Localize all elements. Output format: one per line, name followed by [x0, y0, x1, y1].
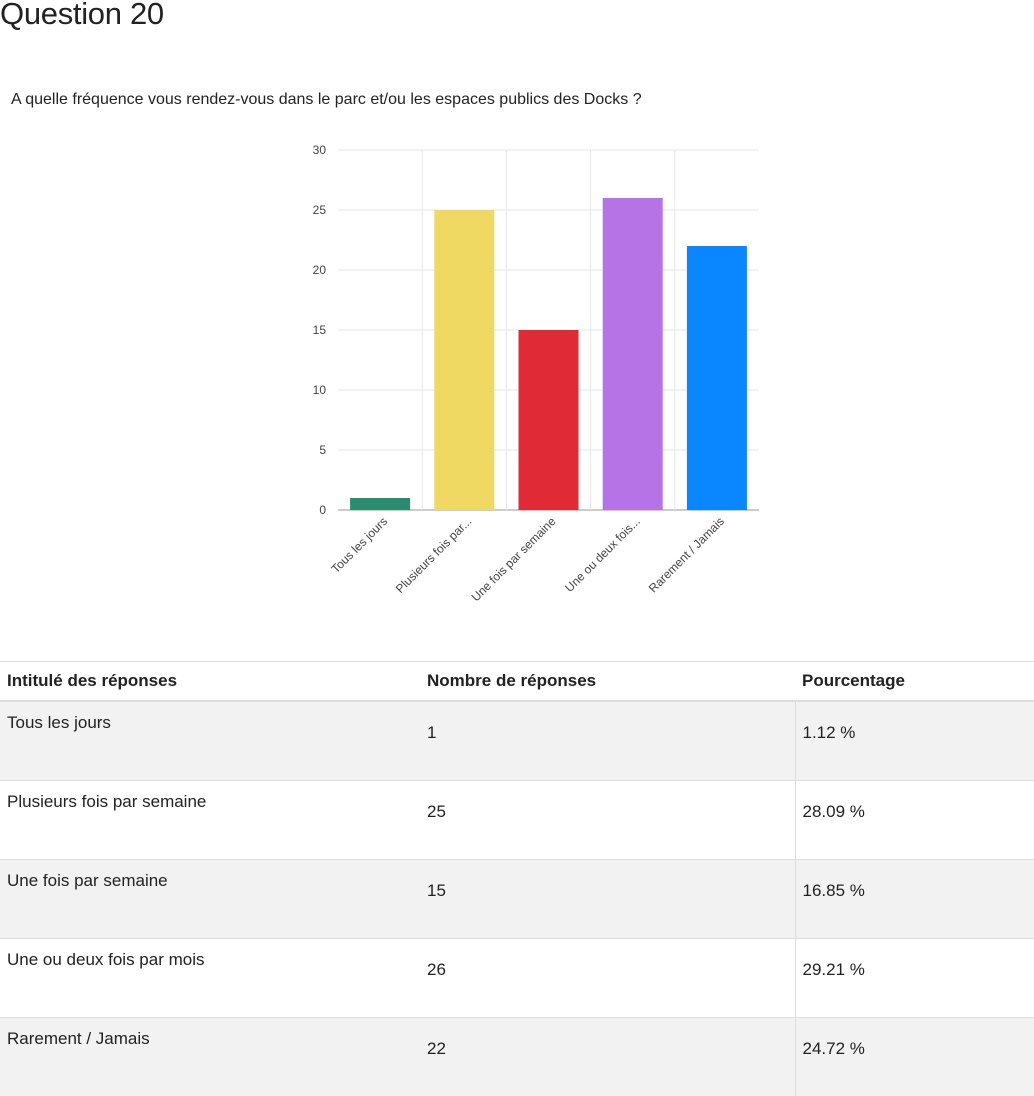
row-label: Tous les jours — [0, 701, 420, 781]
y-tick-label: 15 — [313, 323, 327, 337]
row-percent: 29.21 % — [795, 939, 1034, 1018]
y-tick-label: 25 — [313, 203, 327, 217]
y-tick-label: 20 — [313, 263, 327, 277]
row-percent: 16.85 % — [795, 860, 1034, 939]
y-tick-label: 10 — [313, 383, 327, 397]
table-row: Une fois par semaine 15 16.85 % — [0, 860, 1034, 939]
row-label: Plusieurs fois par semaine — [0, 781, 420, 860]
table-row: Tous les jours 1 1.12 % — [0, 701, 1034, 781]
bar — [350, 498, 410, 510]
x-tick-label: Une fois par semaine — [469, 514, 559, 604]
y-tick-label: 0 — [319, 503, 326, 517]
y-tick-label: 5 — [319, 443, 326, 457]
table-row: Rarement / Jamais 22 24.72 % — [0, 1018, 1034, 1096]
bar — [687, 246, 747, 510]
x-tick-label: Rarement / Jamais — [646, 514, 727, 595]
row-label: Rarement / Jamais — [0, 1018, 420, 1096]
y-tick-label: 30 — [313, 143, 327, 157]
table-header-row: Intitulé des réponses Nombre de réponses… — [0, 662, 1034, 702]
bar — [519, 330, 579, 510]
header-label: Intitulé des réponses — [0, 662, 420, 702]
row-percent: 1.12 % — [795, 701, 1034, 781]
table-row: Plusieurs fois par semaine 25 28.09 % — [0, 781, 1034, 860]
row-label: Une ou deux fois par mois — [0, 939, 420, 1018]
x-tick-label: Plusieurs fois par... — [393, 514, 475, 596]
x-tick-label: Tous les jours — [328, 514, 390, 576]
row-percent: 28.09 % — [795, 781, 1034, 860]
row-count: 25 — [420, 781, 795, 860]
header-percent: Pourcentage — [795, 662, 1034, 702]
results-table: Intitulé des réponses Nombre de réponses… — [0, 661, 1034, 1096]
row-label: Une fois par semaine — [0, 860, 420, 939]
bar — [603, 198, 663, 510]
row-count: 15 — [420, 860, 795, 939]
header-count: Nombre de réponses — [420, 662, 795, 702]
row-count: 26 — [420, 939, 795, 1018]
row-count: 22 — [420, 1018, 795, 1096]
x-tick-label: Une ou deux fois... — [562, 514, 643, 595]
bar — [434, 210, 494, 510]
table-row: Une ou deux fois par mois 26 29.21 % — [0, 939, 1034, 1018]
row-count: 1 — [420, 701, 795, 781]
row-percent: 24.72 % — [795, 1018, 1034, 1096]
